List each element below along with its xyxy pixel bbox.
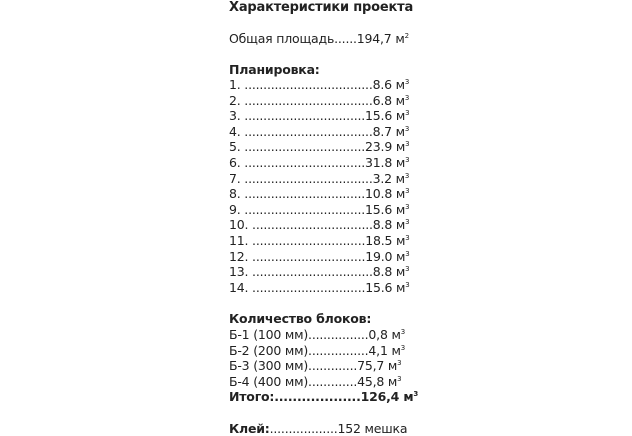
layout-item-text: 4. ..................................8.7… bbox=[229, 123, 405, 139]
unit-sup: 3 bbox=[405, 234, 410, 242]
unit-sup: 3 bbox=[404, 124, 410, 133]
page-title: Характеристики проекта bbox=[229, 0, 414, 15]
layout-item-text: 5. ................................23.9 … bbox=[229, 139, 406, 155]
unit-sup: 3 bbox=[405, 109, 410, 118]
layout-item-row: 6. ................................31.8 … bbox=[229, 155, 410, 170]
layout-item-row: 14. ..............................15.6 м… bbox=[229, 280, 410, 295]
block-item-text: Б-4 (400 мм).............45,8 м bbox=[229, 373, 398, 389]
unit-sup: 3 bbox=[405, 187, 410, 196]
block-item-row: Б-4 (400 мм).............45,8 м3 bbox=[229, 373, 402, 389]
unit-sup: 3 bbox=[405, 265, 410, 274]
unit-sup: 3 bbox=[405, 202, 410, 211]
unit-sup: 3 bbox=[413, 390, 419, 398]
unit-sup: 2 bbox=[404, 32, 409, 40]
layout-item-row: 1. ..................................8.6… bbox=[229, 77, 409, 92]
layout-item-text: 1. ..................................8.6… bbox=[229, 77, 405, 92]
block-item-text: Б-1 (100 мм)................0,8 м bbox=[229, 327, 401, 342]
unit-sup: 3 bbox=[405, 249, 410, 258]
layout-item-row: 3. ................................15.6 … bbox=[229, 108, 410, 124]
layout-item-text: 13. ................................8.8 … bbox=[229, 264, 406, 280]
unit-sup: 3 bbox=[404, 93, 410, 102]
unit-sup: 3 bbox=[404, 78, 410, 86]
layout-item-text: 11. ..............................18.5 м bbox=[229, 233, 406, 248]
unit-sup: 3 bbox=[397, 359, 402, 368]
layout-item-text: 3. ................................15.6 … bbox=[229, 108, 406, 124]
layout-item-row: 2. ..................................6.8… bbox=[229, 93, 409, 108]
glue-row: Клей:..................152 мешка bbox=[229, 421, 408, 436]
layout-item-text: 9. ................................15.6 … bbox=[229, 201, 406, 217]
layout-item-text: 7. ..................................3.2… bbox=[229, 170, 405, 186]
blocks-total-text: Итого:...................126,4 м bbox=[229, 389, 414, 404]
unit-sup: 3 bbox=[405, 156, 410, 164]
glue-value: ..................152 мешка bbox=[269, 421, 408, 436]
layout-item-row: 12. ..............................19.0 м… bbox=[229, 249, 410, 264]
layout-item-row: 5. ................................23.9 … bbox=[229, 139, 410, 155]
unit-sup: 3 bbox=[400, 328, 405, 336]
layout-item-row: 13. ................................8.8 … bbox=[229, 264, 410, 280]
layout-item-row: 11. ..............................18.5 м… bbox=[229, 233, 410, 248]
block-item-text: Б-2 (200 мм)................4,1 м bbox=[229, 342, 401, 358]
layout-item-text: 12. ..............................19.0 м bbox=[229, 248, 406, 264]
unit-sup: 3 bbox=[397, 374, 402, 383]
glue-label: Клей: bbox=[229, 421, 270, 436]
blocks-total: Итого:...................126,4 м3 bbox=[229, 389, 418, 404]
unit-sup: 3 bbox=[405, 140, 410, 149]
layout-item-text: 6. ................................31.8 … bbox=[229, 155, 406, 170]
unit-sup: 3 bbox=[404, 171, 410, 180]
unit-sup: 3 bbox=[405, 218, 410, 227]
layout-item-text: 14. ..............................15.6 м bbox=[229, 279, 406, 295]
layout-item-text: 2. ..................................6.8… bbox=[229, 92, 405, 108]
layout-item-text: 10. ................................8.8 … bbox=[229, 217, 406, 233]
blocks-heading: Количество блоков: bbox=[229, 311, 372, 326]
layout-item-text: 8. ................................10.8 … bbox=[229, 186, 406, 202]
block-item-row: Б-3 (300 мм).............75,7 м3 bbox=[229, 358, 402, 374]
block-item-row: Б-1 (100 мм)................0,8 м3 bbox=[229, 327, 405, 342]
layout-item-row: 7. ..................................3.2… bbox=[229, 171, 409, 186]
total-area: Общая площадь......194,7 м2 bbox=[229, 31, 409, 46]
layout-item-row: 4. ..................................8.7… bbox=[229, 124, 409, 139]
layout-item-row: 8. ................................10.8 … bbox=[229, 186, 410, 202]
block-item-row: Б-2 (200 мм)................4,1 м3 bbox=[229, 343, 405, 358]
unit-sup: 3 bbox=[400, 343, 405, 352]
block-item-text: Б-3 (300 мм).............75,7 м bbox=[229, 358, 398, 374]
layout-item-row: 10. ................................8.8 … bbox=[229, 217, 410, 233]
unit-sup: 3 bbox=[405, 280, 410, 289]
layout-heading: Планировка: bbox=[229, 62, 320, 77]
total-area-text: Общая площадь......194,7 м bbox=[229, 31, 405, 46]
layout-item-row: 9. ................................15.6 … bbox=[229, 201, 410, 217]
